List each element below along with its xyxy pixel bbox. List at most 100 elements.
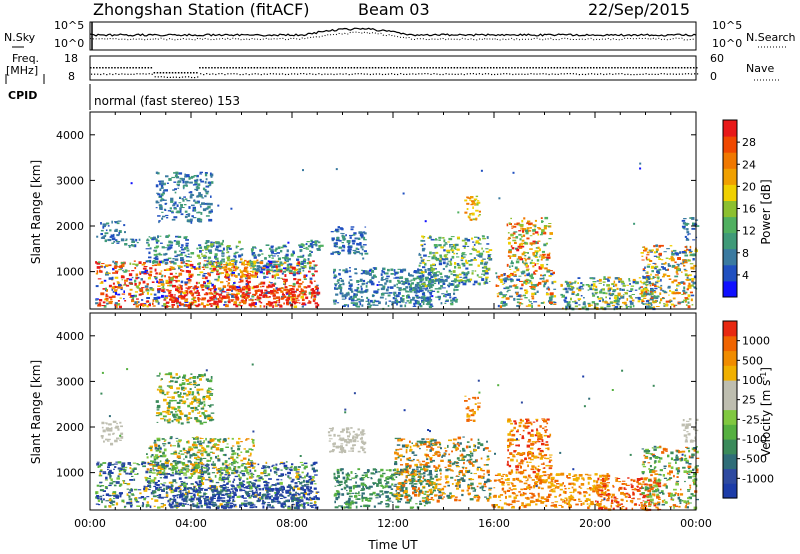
data-cell	[684, 291, 688, 294]
data-cell	[514, 223, 518, 225]
data-cell	[334, 283, 338, 285]
data-cell	[132, 263, 135, 265]
data-cell	[605, 278, 609, 280]
data-cell	[692, 281, 696, 285]
data-cell	[637, 296, 641, 300]
nave-trace-point	[269, 73, 271, 75]
data-cell	[334, 287, 336, 290]
data-cell	[184, 492, 188, 495]
data-cell	[541, 250, 545, 253]
data-cell	[629, 295, 632, 299]
data-cell	[456, 248, 460, 251]
freq-trace-point	[429, 67, 431, 69]
data-cell	[533, 273, 537, 275]
data-cell	[472, 283, 476, 286]
data-cell	[502, 278, 505, 281]
data-cell	[541, 266, 544, 269]
data-cell	[228, 285, 233, 289]
data-cell	[115, 239, 118, 241]
data-cell	[426, 296, 430, 299]
data-cell	[472, 241, 475, 243]
data-cell	[428, 278, 432, 281]
data-cell	[520, 245, 525, 248]
data-cell	[447, 260, 452, 262]
data-cell	[198, 244, 202, 247]
data-cell	[681, 293, 684, 295]
data-cell	[125, 238, 128, 240]
data-cell	[190, 286, 193, 287]
data-cell	[686, 228, 689, 231]
data-cell	[263, 292, 266, 294]
data-cell	[239, 279, 244, 283]
nave-trace-point	[694, 73, 696, 75]
data-cell	[642, 303, 645, 305]
nave-trace-point	[212, 73, 214, 75]
data-cell	[248, 285, 250, 289]
data-cell	[305, 246, 308, 249]
data-cell	[656, 280, 661, 282]
nave-trace-point	[460, 73, 462, 75]
data-cell	[691, 227, 696, 230]
data-cell	[159, 182, 161, 186]
data-cell	[116, 222, 120, 225]
data-cell	[533, 254, 538, 257]
nave-trace-point	[321, 73, 323, 76]
freq-trace-point	[493, 67, 495, 69]
data-cell	[648, 258, 651, 261]
data-cell	[234, 294, 238, 296]
data-cell	[257, 463, 260, 466]
data-cell	[258, 300, 261, 303]
data-cell	[339, 291, 342, 293]
data-cell	[238, 480, 241, 481]
data-cell	[504, 303, 508, 306]
data-cell	[166, 217, 169, 219]
data-cell	[210, 289, 212, 292]
data-cell	[390, 268, 394, 271]
data-cell	[281, 272, 284, 275]
nave-trace-point	[418, 73, 420, 75]
data-cell	[498, 277, 500, 280]
nave-trace-point	[397, 73, 399, 76]
data-cell	[473, 280, 478, 284]
data-cell	[512, 285, 516, 287]
data-cell	[692, 222, 695, 226]
data-cell	[537, 283, 539, 287]
data-cell	[543, 256, 548, 259]
data-cell	[253, 256, 257, 259]
data-cell	[345, 444, 348, 447]
data-cell	[296, 288, 299, 291]
data-cell	[394, 295, 397, 297]
data-cell	[343, 304, 348, 306]
freq-trace-point	[290, 67, 292, 69]
data-cell	[296, 258, 300, 261]
data-cell	[511, 225, 514, 227]
data-cell	[251, 502, 254, 505]
data-cell	[683, 218, 687, 220]
nave-trace-point	[248, 74, 250, 76]
data-cell	[472, 248, 476, 251]
data-cell	[682, 226, 686, 228]
data-cell	[107, 463, 112, 466]
data-cell	[120, 425, 123, 428]
data-cell	[497, 275, 501, 278]
data-cell	[287, 303, 290, 305]
data-cell	[203, 245, 208, 249]
data-cell	[518, 223, 521, 226]
data-cell	[144, 285, 149, 288]
data-cell	[176, 302, 179, 305]
data-cell	[281, 488, 285, 491]
freq-trace-point	[480, 67, 483, 69]
data-cell	[158, 494, 162, 497]
data-cell	[241, 472, 245, 475]
data-cell	[275, 463, 278, 466]
data-cell	[179, 289, 181, 291]
data-cell	[169, 272, 173, 275]
data-cell	[443, 244, 446, 247]
data-cell	[474, 199, 477, 202]
data-cell	[693, 287, 697, 289]
data-cell	[642, 270, 646, 272]
data-cell	[226, 248, 229, 251]
data-cell	[275, 483, 277, 487]
data-cell	[300, 266, 304, 268]
data-cell	[192, 206, 196, 210]
